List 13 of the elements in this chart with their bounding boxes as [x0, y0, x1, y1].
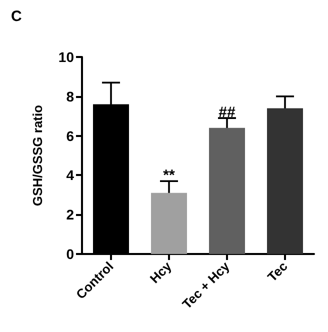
y-tick-label: 8 — [66, 88, 74, 104]
x-tick-label: Hcy — [146, 258, 175, 286]
x-tick-label: Tec — [264, 258, 290, 284]
y-tick-label: 0 — [66, 246, 74, 262]
y-tick-label: 4 — [66, 167, 74, 184]
y-axis-title: GSH/GSSG ratio — [30, 104, 45, 206]
y-tick-label: 6 — [66, 128, 74, 144]
y-tick-label: 10 — [58, 49, 74, 65]
y-tick-label: 2 — [66, 206, 74, 223]
annotation: ## — [218, 104, 236, 122]
x-tick-label: Tec + Hcy — [179, 258, 233, 312]
annotation: ** — [163, 167, 175, 184]
chart-title: C — [11, 8, 22, 25]
